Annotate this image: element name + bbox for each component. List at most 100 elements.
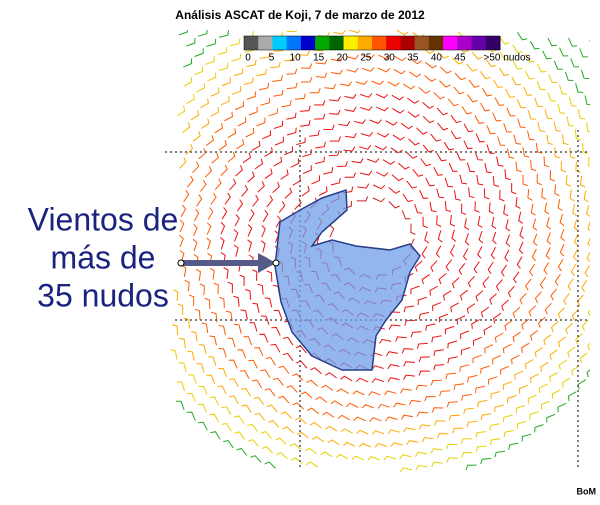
wind-barb xyxy=(403,194,413,202)
wind-barb xyxy=(229,396,238,404)
wind-barb xyxy=(186,38,195,46)
legend-label: 30 xyxy=(384,53,396,64)
wind-barb xyxy=(491,392,500,399)
wind-barb xyxy=(198,29,207,37)
wind-barb xyxy=(221,165,228,176)
wind-barb xyxy=(347,68,359,72)
wind-barb xyxy=(546,248,550,260)
wind-barb xyxy=(393,135,405,140)
wind-barb xyxy=(512,355,520,364)
wind-barb xyxy=(587,367,594,377)
wind-barb xyxy=(576,334,583,345)
wind-barb xyxy=(224,112,232,121)
wind-barb xyxy=(285,188,292,199)
legend-swatch xyxy=(287,36,302,50)
wind-barb xyxy=(570,148,575,159)
legend-swatch xyxy=(301,36,316,50)
wind-barb xyxy=(581,176,586,187)
wind-barb xyxy=(475,201,480,212)
wind-barb xyxy=(497,157,504,167)
wind-barb xyxy=(498,137,506,146)
wind-barb xyxy=(331,401,343,406)
wind-barb xyxy=(485,345,493,354)
wind-barb xyxy=(263,210,268,222)
wind-barb xyxy=(451,131,461,139)
wind-barb xyxy=(555,184,560,195)
wind-barb xyxy=(279,201,285,212)
wind-barb xyxy=(234,416,244,424)
wind-barb xyxy=(202,323,208,333)
wind-barb xyxy=(331,70,342,74)
wind-barb xyxy=(360,171,372,175)
wind-barb xyxy=(376,172,388,176)
wind-barb xyxy=(376,107,388,111)
wind-barb xyxy=(367,158,379,162)
wind-barb xyxy=(449,163,458,171)
wind-barb xyxy=(368,457,380,461)
wind-barb xyxy=(478,247,482,259)
wind-barb xyxy=(292,374,303,381)
wind-barb xyxy=(293,403,304,409)
wind-barb xyxy=(392,95,404,100)
wind-barb xyxy=(407,98,419,103)
wind-barb xyxy=(236,139,244,149)
wind-barb xyxy=(506,219,510,231)
wind-barb xyxy=(228,338,236,347)
wind-barb xyxy=(254,348,263,356)
wind-barb xyxy=(245,290,251,300)
wind-barb xyxy=(180,157,186,168)
wind-barb xyxy=(273,90,283,97)
wind-barb xyxy=(476,432,486,438)
wind-barb xyxy=(183,122,190,132)
wind-barb xyxy=(532,249,536,261)
wind-barb xyxy=(464,408,474,414)
wind-barb xyxy=(461,331,469,339)
wind-barb xyxy=(517,32,527,40)
wind-barb xyxy=(349,29,361,33)
wind-barb xyxy=(535,98,543,107)
wind-barb xyxy=(550,372,558,381)
wind-barb xyxy=(186,144,193,155)
wind-barb xyxy=(402,349,413,354)
wind-barb xyxy=(200,99,208,108)
wind-barb xyxy=(271,344,280,352)
wind-barb xyxy=(569,38,578,46)
wind-barb xyxy=(480,71,490,78)
wind-barb xyxy=(509,443,519,450)
wind-barb xyxy=(253,195,259,206)
wind-barb xyxy=(401,415,413,419)
wind-barb xyxy=(375,146,387,150)
wind-barb xyxy=(353,391,365,395)
wind-barb xyxy=(545,203,549,215)
wind-barb xyxy=(309,130,319,136)
wind-barb xyxy=(513,307,520,318)
wind-barb xyxy=(426,324,436,331)
wind-barb xyxy=(237,200,242,212)
wind-barb xyxy=(567,117,574,127)
wind-barb xyxy=(248,440,259,447)
wind-barb xyxy=(232,86,241,94)
wind-barb xyxy=(450,215,455,226)
wind-barb xyxy=(585,96,592,106)
wind-barb xyxy=(561,229,565,241)
wind-barb xyxy=(454,87,465,94)
wind-barb xyxy=(449,415,460,420)
wind-barb xyxy=(594,136,599,147)
wind-barb xyxy=(201,119,209,129)
wind-barb xyxy=(388,82,400,86)
wind-barb xyxy=(228,282,233,293)
wind-barb xyxy=(516,161,522,171)
wind-barb xyxy=(356,378,368,382)
wind-barb xyxy=(181,205,186,217)
wind-barb xyxy=(551,289,557,300)
wind-barb xyxy=(260,370,270,378)
wind-barb xyxy=(459,263,465,274)
wind-barb xyxy=(220,238,224,250)
wind-barb xyxy=(233,296,239,306)
wind-barb xyxy=(423,102,434,108)
wind-barb xyxy=(359,444,371,448)
wind-barb xyxy=(259,334,268,342)
wind-barb xyxy=(362,405,374,409)
wind-barb xyxy=(416,128,427,134)
wind-barb xyxy=(512,77,521,85)
